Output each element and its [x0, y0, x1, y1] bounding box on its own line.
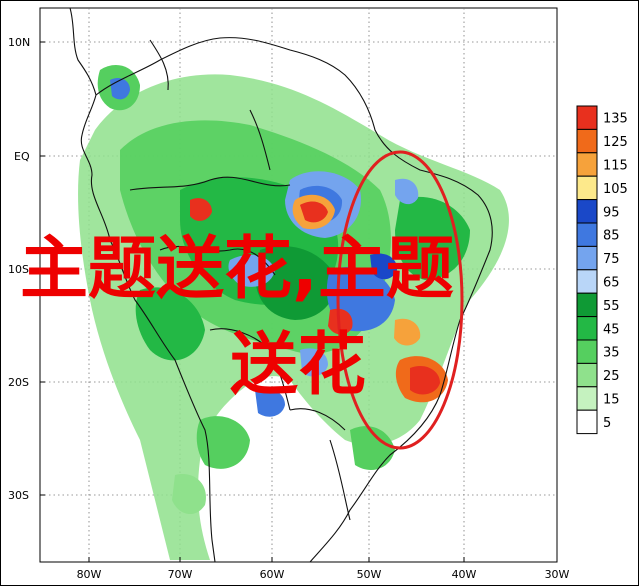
- lat-label-20s: 20S: [8, 376, 29, 389]
- colorbar-label: 35: [603, 346, 620, 361]
- lon-label-40w: 40W: [452, 568, 477, 581]
- colorbar-label: 25: [603, 369, 620, 384]
- colorbar-swatch: [576, 105, 598, 130]
- lon-label-60w: 60W: [260, 568, 285, 581]
- lat-label-eq: EQ: [14, 150, 30, 163]
- colorbar-swatch: [576, 128, 598, 154]
- lat-label-10s: 10S: [8, 263, 29, 276]
- colorbar: 135 125 115 105 95 85 75 65 55 45 35 25 15 5: [576, 105, 628, 435]
- colorbar-label: 95: [603, 205, 620, 220]
- overlay-text-line1: 主题送花,主题: [20, 230, 454, 309]
- colorbar-label: 45: [603, 322, 620, 337]
- colorbar-swatch: [576, 316, 598, 341]
- colorbar-label: 55: [603, 299, 620, 314]
- highlight-ellipse: [336, 150, 464, 450]
- colorbar-label: 65: [603, 276, 620, 291]
- colorbar-swatch: [576, 409, 598, 435]
- colorbar-label: 15: [603, 393, 620, 408]
- lon-label-70w: 70W: [168, 568, 193, 581]
- colorbar-swatch: [576, 175, 598, 201]
- colorbar-swatch: [576, 269, 598, 294]
- lat-label-10n: 10N: [8, 36, 30, 49]
- colorbar-label: 5: [603, 416, 611, 431]
- lon-label-80w: 80W: [77, 568, 102, 581]
- colorbar-label: 135: [603, 112, 628, 127]
- colorbar-swatch: [576, 199, 598, 224]
- colorbar-label: 85: [603, 229, 620, 244]
- lat-label-30s: 30S: [8, 489, 29, 502]
- colorbar-swatch: [576, 152, 598, 177]
- colorbar-swatch: [576, 222, 598, 247]
- overlay-text-line2: 送花: [230, 326, 366, 405]
- colorbar-swatch: [576, 386, 598, 411]
- colorbar-label: 105: [603, 182, 628, 197]
- colorbar-label: 115: [603, 159, 628, 174]
- colorbar-swatch: [576, 245, 598, 271]
- lon-label-50w: 50W: [357, 568, 382, 581]
- lon-label-30w: 30W: [545, 568, 570, 581]
- colorbar-label: 75: [603, 252, 620, 267]
- colorbar-swatch: [576, 292, 598, 318]
- coastline: [69, 8, 493, 562]
- axis-ticks: [40, 41, 558, 562]
- colorbar-swatch: [576, 339, 598, 364]
- colorbar-swatch: [576, 362, 598, 388]
- precip-field: [78, 65, 509, 560]
- colorbar-label: 125: [603, 135, 628, 150]
